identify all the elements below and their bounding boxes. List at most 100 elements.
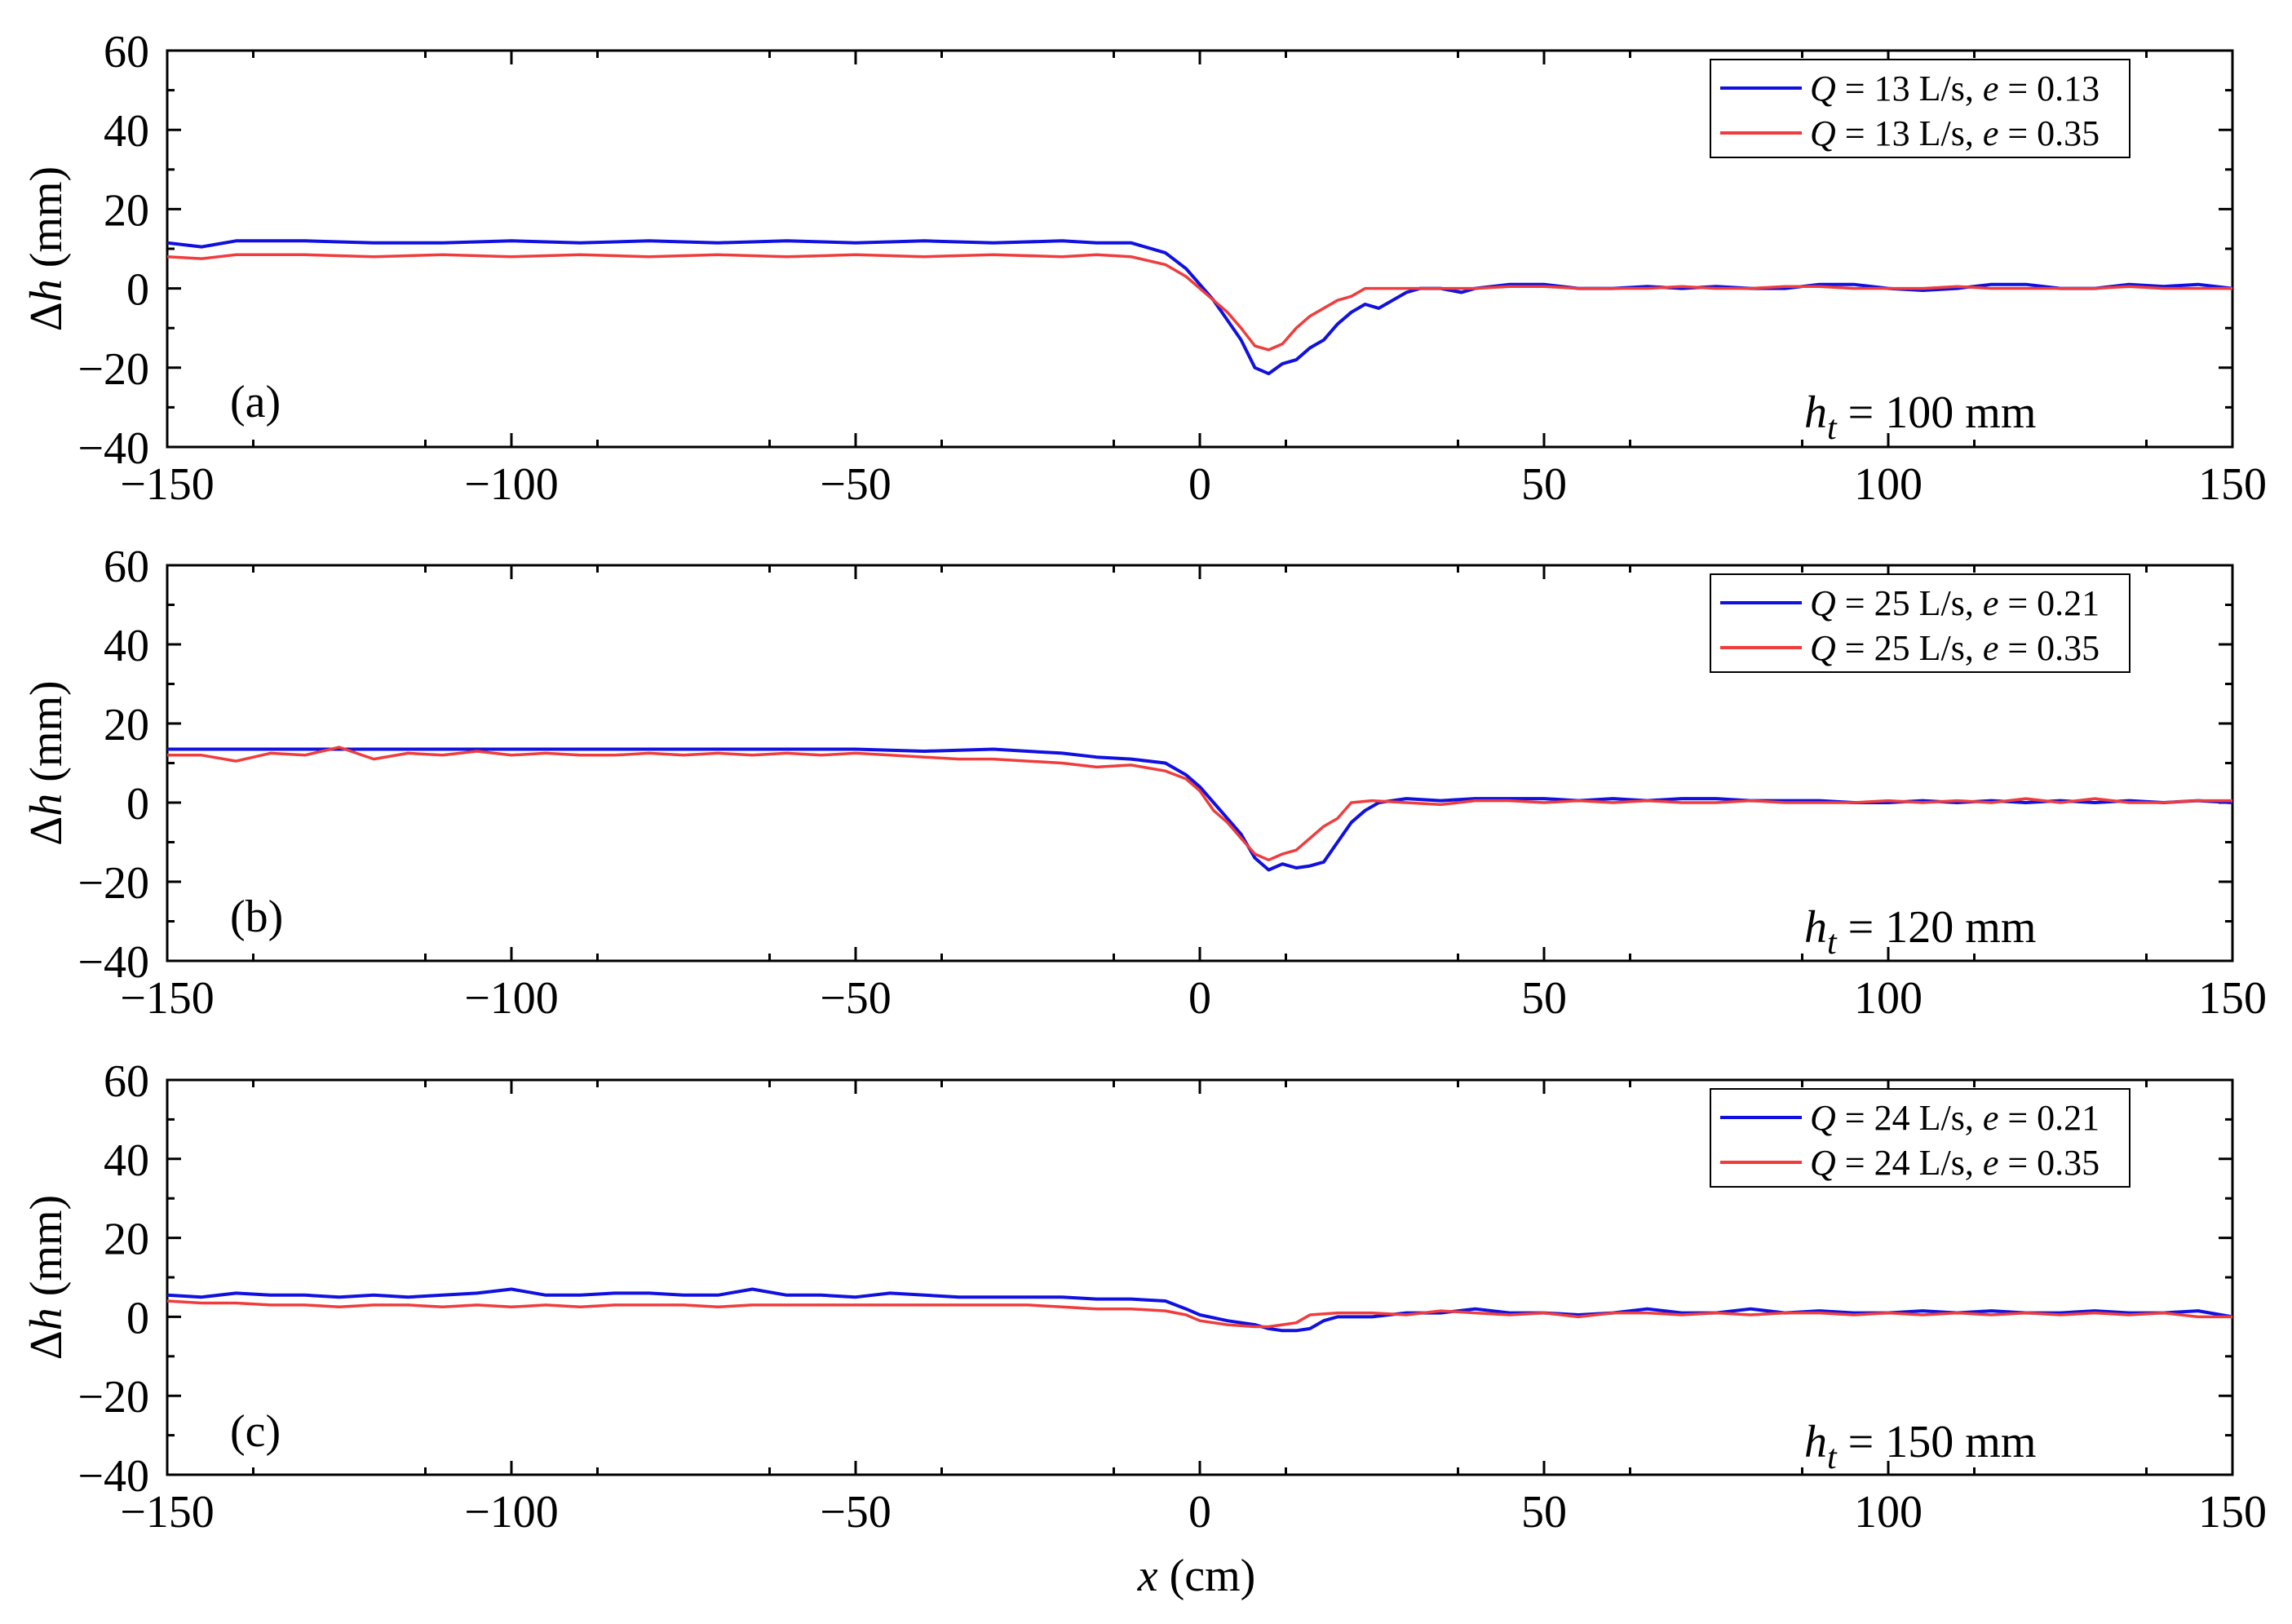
y-tick-label: −40	[77, 1451, 149, 1502]
depth-annotation: ht = 120 mm	[1804, 902, 2036, 962]
annotation-value: = 120 mm	[1837, 902, 2037, 953]
annotation-sub: t	[1827, 409, 1838, 447]
annotation-var: h	[1804, 1417, 1827, 1467]
x-tick-label: −150	[120, 1487, 215, 1538]
legend-e-symbol: e	[1983, 113, 1999, 153]
x-tick-label: 0	[1188, 973, 1211, 1024]
legend-q-value: = 24 L/s,	[1836, 1098, 1983, 1138]
series-line-2	[167, 1299, 2232, 1329]
legend-q-value: = 24 L/s,	[1836, 1143, 1983, 1183]
panel-label: (c)	[230, 1406, 281, 1457]
legend-box	[1710, 59, 2130, 158]
y-tick-label: 60	[104, 542, 149, 592]
legend-e-symbol: e	[1983, 1143, 1999, 1183]
y-tick-label: −20	[77, 344, 149, 395]
y-axis-unit: (mm)	[21, 1195, 72, 1308]
legend-entry-2: Q = 24 L/s, e = 0.35	[1810, 1143, 2100, 1183]
series-line-1	[167, 747, 2232, 872]
y-tick-label: 20	[104, 700, 149, 750]
annotation-value: = 100 mm	[1837, 387, 2037, 438]
legend-e-value: = 0.21	[1998, 1098, 2100, 1138]
y-axis-title: Δh (mm)	[21, 1195, 72, 1360]
x-tick-label: 0	[1188, 1487, 1211, 1538]
x-tick-label: 150	[2198, 1487, 2267, 1538]
legend-q-symbol: Q	[1810, 628, 1836, 668]
panel-label: (a)	[230, 377, 281, 427]
depth-annotation: ht = 150 mm	[1804, 1417, 2036, 1476]
y-axis-unit: (mm)	[21, 680, 72, 793]
legend-e-value: = 0.13	[1998, 69, 2100, 108]
y-tick-label: 40	[104, 1135, 149, 1186]
legend-e-symbol: e	[1983, 583, 1999, 623]
legend-entry-1: Q = 24 L/s, e = 0.21	[1810, 1098, 2100, 1138]
legend-e-symbol: e	[1983, 1098, 1999, 1138]
legend-q-symbol: Q	[1810, 1098, 1836, 1138]
x-tick-label: −100	[464, 459, 559, 510]
panel-b: −150 −100 −50 0 50 100 150 −40 −20 0 20 40 60 Δh (mm)…	[21, 542, 2267, 1024]
legend-q-value: = 13 L/s,	[1836, 113, 1983, 153]
x-tick-label: 150	[2198, 459, 2267, 510]
y-tick-label: 0	[126, 779, 149, 830]
y-tick-label: 20	[104, 1215, 149, 1265]
legend-e-value: = 0.35	[1998, 113, 2100, 153]
y-tick-label: −20	[77, 1372, 149, 1423]
y-axis-unit: (mm)	[21, 166, 72, 279]
y-tick-label: 0	[126, 265, 149, 316]
legend-box	[1710, 573, 2130, 673]
annotation-sub: t	[1827, 1439, 1838, 1476]
annotation-sub: t	[1827, 924, 1838, 962]
legend-entry-1: Q = 13 L/s, e = 0.13	[1810, 69, 2100, 108]
y-tick-label: −40	[77, 937, 149, 988]
panel-a: −150 −100 −50 0 50 100 150 −40 −20 0 20 40 60 Δh (mm)…	[21, 27, 2267, 510]
legend-q-value: = 13 L/s,	[1836, 69, 1983, 108]
y-axis-var: h	[21, 279, 72, 302]
series-line-1	[167, 1287, 2232, 1333]
legend-entry-2: Q = 13 L/s, e = 0.35	[1810, 113, 2100, 153]
depth-annotation: ht = 100 mm	[1804, 387, 2036, 447]
series-line-1	[167, 239, 2232, 376]
legend-q-symbol: Q	[1810, 1143, 1836, 1183]
annotation-var: h	[1804, 387, 1827, 438]
y-axis-delta: Δ	[21, 1330, 72, 1360]
x-tick-label: 50	[1521, 459, 1567, 510]
y-tick-label: 60	[104, 1056, 149, 1107]
y-axis-var: h	[21, 794, 72, 816]
x-tick-label: 50	[1521, 1487, 1567, 1538]
legend-q-symbol: Q	[1810, 69, 1836, 108]
legend-q-value: = 25 L/s,	[1836, 583, 1983, 623]
x-tick-label: −150	[120, 459, 215, 510]
annotation-var: h	[1804, 902, 1827, 953]
x-axis-unit: (cm)	[1158, 1551, 1256, 1601]
x-tick-label: 150	[2198, 973, 2267, 1024]
y-axis-title: Δh (mm)	[21, 680, 72, 845]
legend-box	[1710, 1088, 2130, 1188]
legend-q-value: = 25 L/s,	[1836, 628, 1983, 668]
legend-e-value: = 0.35	[1998, 628, 2100, 668]
legend-e-symbol: e	[1983, 628, 1999, 668]
x-tick-label: −100	[464, 973, 559, 1024]
y-axis-delta: Δ	[21, 302, 72, 331]
x-tick-label: 0	[1188, 459, 1211, 510]
panel-c: −150 −100 −50 0 50 100 150 −40 −20 0 20 40 60 Δh (mm)…	[21, 1056, 2267, 1538]
x-tick-label: −100	[464, 1487, 559, 1538]
series-line-2	[167, 746, 2232, 862]
x-tick-label: 50	[1521, 973, 1567, 1024]
legend-entry-1: Q = 25 L/s, e = 0.21	[1810, 583, 2100, 623]
y-tick-label: −20	[77, 858, 149, 909]
x-tick-label: 100	[1854, 459, 1923, 510]
legend-e-value: = 0.21	[1998, 583, 2100, 623]
y-tick-label: 20	[104, 185, 149, 236]
y-axis-delta: Δ	[21, 816, 72, 846]
y-axis-var: h	[21, 1308, 72, 1330]
x-axis-var: x	[1137, 1551, 1158, 1601]
y-tick-label: 40	[104, 621, 149, 671]
legend-q-symbol: Q	[1810, 113, 1836, 153]
y-tick-label: 0	[126, 1293, 149, 1343]
y-tick-label: 40	[104, 106, 149, 157]
y-tick-label: −40	[77, 423, 149, 474]
legend-e-value: = 0.35	[1998, 1143, 2100, 1183]
x-tick-label: −50	[820, 973, 892, 1024]
x-tick-label: −150	[120, 973, 215, 1024]
annotation-value: = 150 mm	[1837, 1417, 2037, 1467]
